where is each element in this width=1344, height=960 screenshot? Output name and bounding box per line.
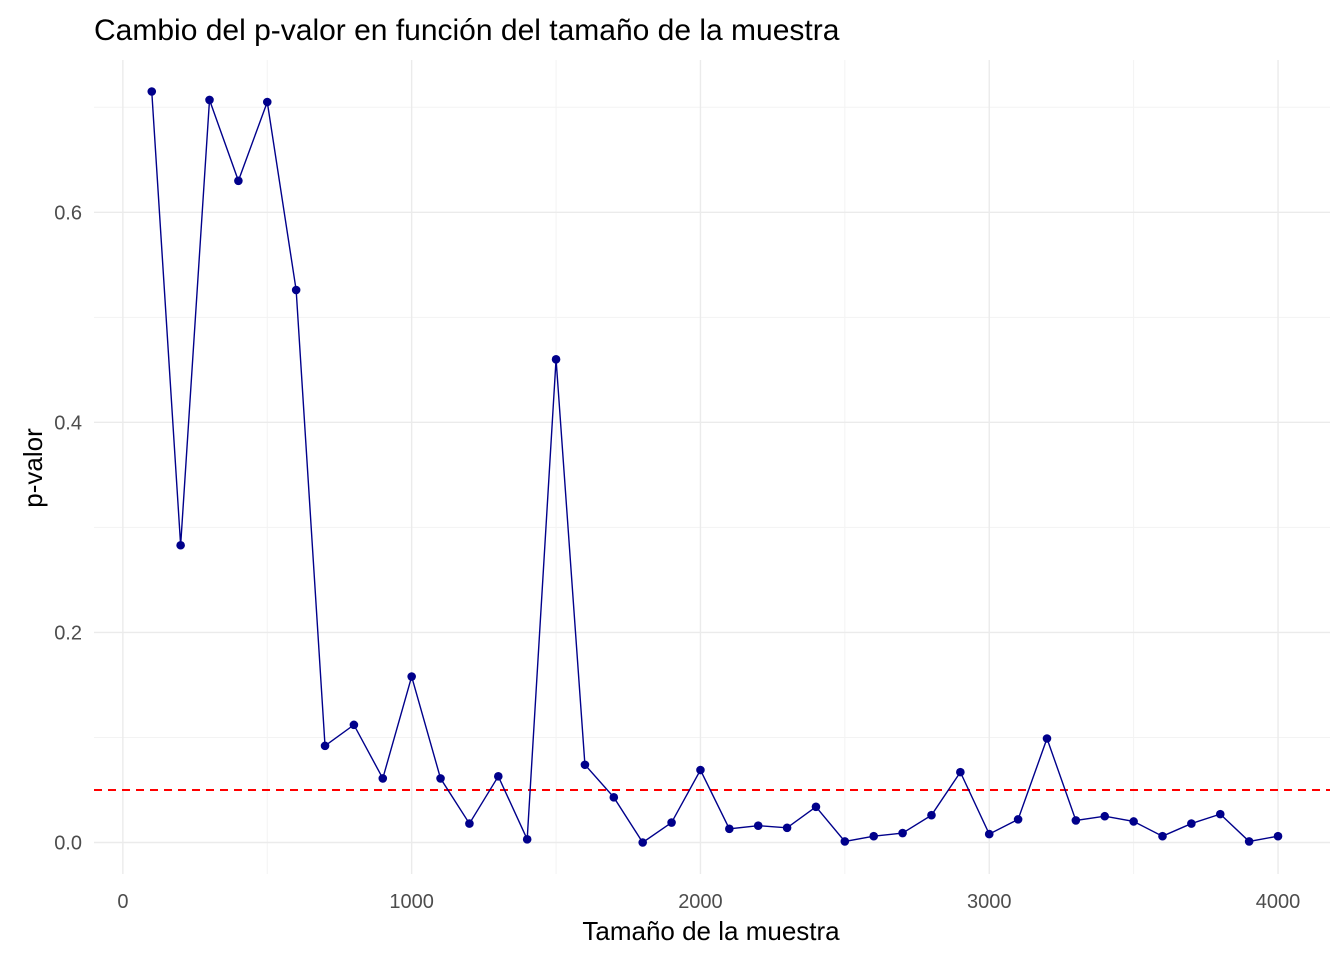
data-point	[262, 97, 272, 107]
x-axis-title: Tamaño de la muestra	[582, 916, 840, 946]
data-point	[984, 829, 994, 839]
x-tick-label: 0	[117, 891, 128, 913]
data-point	[205, 95, 214, 105]
data-point	[1100, 811, 1110, 821]
data-point	[234, 176, 243, 186]
data-point	[522, 835, 532, 844]
data-point	[898, 828, 907, 838]
data-point	[1244, 837, 1254, 846]
data-point	[927, 810, 936, 820]
data-point	[869, 831, 879, 841]
data-point	[1158, 831, 1167, 841]
data-point	[1071, 816, 1081, 825]
data-point	[667, 818, 676, 827]
data-point	[782, 823, 792, 833]
data-point	[493, 772, 503, 781]
data-point	[349, 720, 359, 730]
data-point	[1187, 819, 1196, 828]
data-point	[407, 672, 416, 681]
data-point	[725, 824, 734, 834]
x-tick-label: 2000	[678, 891, 723, 913]
y-tick-label: 0.6	[54, 202, 82, 224]
y-tick-label: 0.2	[54, 622, 82, 644]
x-tick-label: 1000	[389, 891, 434, 913]
y-tick-label: 0.0	[54, 832, 82, 854]
data-point	[176, 540, 185, 550]
data-point	[609, 793, 619, 802]
p-value-series-line	[151, 91, 1279, 844]
data-point	[147, 87, 157, 96]
data-point	[1215, 809, 1225, 819]
major-gridlines	[94, 60, 1330, 874]
data-point	[753, 821, 763, 830]
data-point	[436, 774, 445, 783]
x-tick-label: 4000	[1256, 891, 1301, 913]
data-point	[1042, 734, 1052, 743]
data-point	[580, 760, 590, 770]
x-axis-tick-labels: 0 1000 2000 3000 4000	[117, 891, 1300, 913]
data-point	[1013, 815, 1023, 824]
x-tick-label: 3000	[967, 891, 1012, 913]
data-point	[956, 767, 965, 777]
data-point	[840, 837, 850, 846]
data-point	[1273, 831, 1283, 841]
y-axis-tick-labels: 0.0 0.2 0.4 0.6	[54, 202, 82, 854]
data-point	[638, 838, 647, 847]
data-point	[1129, 817, 1138, 826]
data-points	[147, 87, 1283, 847]
data-point	[811, 802, 821, 812]
chart-title: Cambio del p-valor en función del tamaño…	[94, 14, 840, 47]
data-point	[320, 741, 330, 751]
data-point	[696, 765, 705, 775]
data-point	[291, 285, 301, 295]
data-point	[551, 355, 561, 364]
y-tick-label: 0.4	[54, 412, 82, 434]
data-point	[378, 774, 388, 783]
y-axis-title: p-valor	[18, 428, 48, 508]
minor-gridlines	[94, 60, 1330, 874]
data-point	[465, 819, 474, 828]
